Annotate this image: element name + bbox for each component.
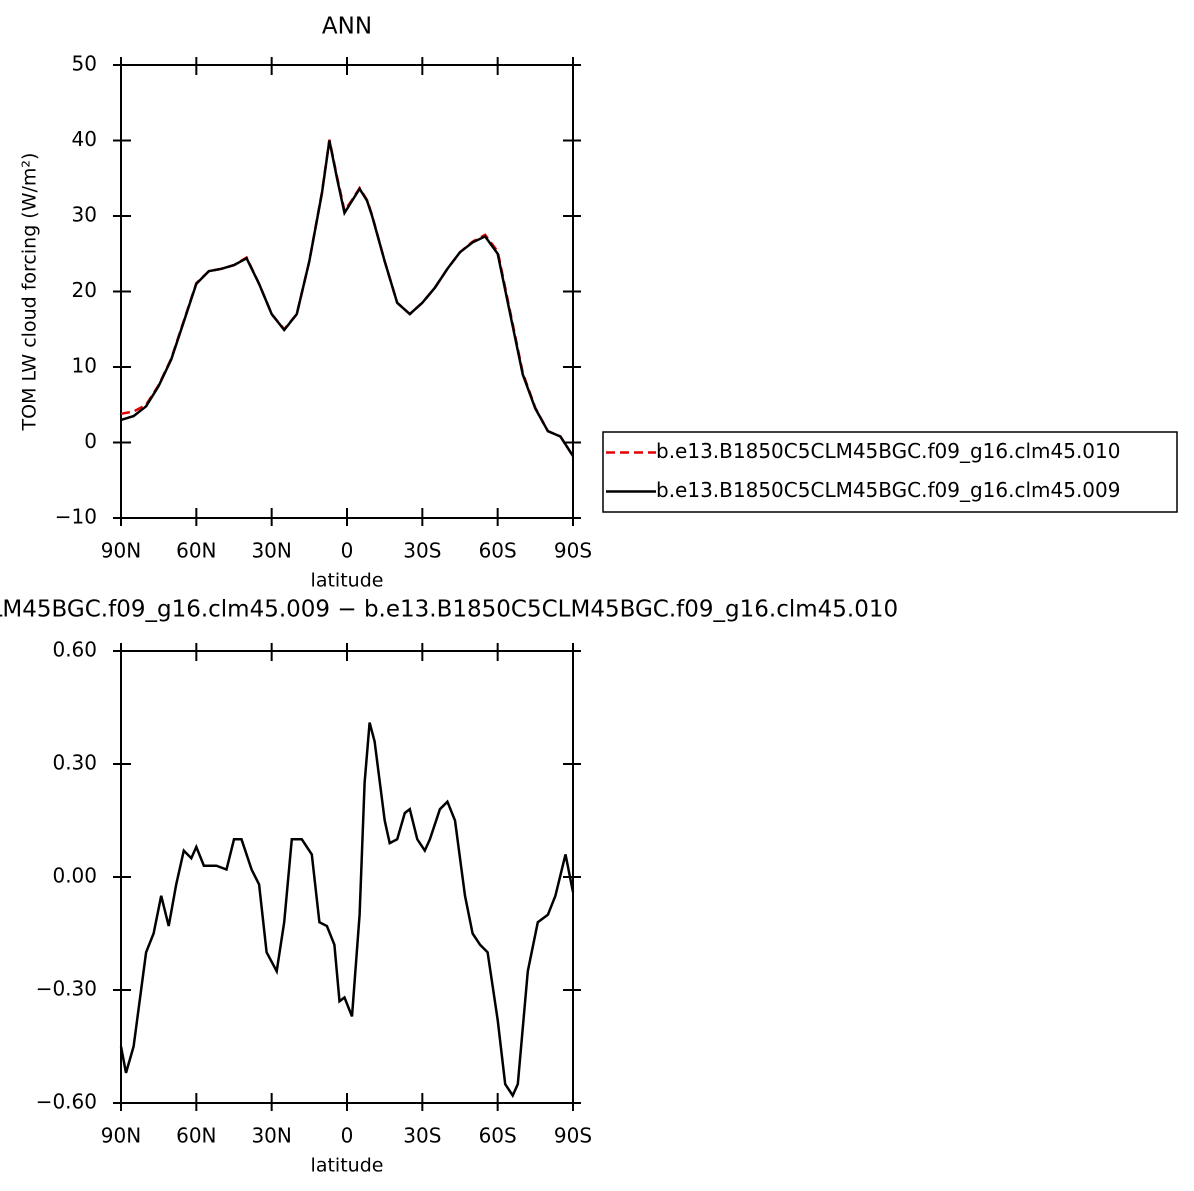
y-tick-label: 0 xyxy=(84,429,97,453)
x-tick-label: 30N xyxy=(251,1124,291,1148)
x-tick-label: 90S xyxy=(554,1124,592,1148)
y-tick-label: 20 xyxy=(72,278,97,302)
data-line xyxy=(120,140,575,457)
legend-label: b.e13.B1850C5CLM45BGC.f09_g16.clm45.009 xyxy=(656,478,1120,502)
x-tick-label: 30S xyxy=(403,539,441,563)
data-line xyxy=(119,722,575,1099)
x-tick-label: 60S xyxy=(479,1124,517,1148)
y-tick-label: 0.00 xyxy=(52,864,97,888)
x-tick-label: 90N xyxy=(101,539,141,563)
y-tick-label: 0.60 xyxy=(52,638,97,662)
y-tick-label: 0.30 xyxy=(52,751,97,775)
chart-title: b.e13.B1850C5CLM45BGC.f09_g16.clm45.009 … xyxy=(0,597,898,623)
x-axis-label: latitude xyxy=(311,570,384,592)
y-tick-label: 10 xyxy=(72,354,97,378)
y-tick-label: 40 xyxy=(72,127,97,151)
x-tick-label: 90N xyxy=(101,1124,141,1148)
x-tick-label: 90S xyxy=(554,539,592,563)
x-tick-label: 30S xyxy=(403,1124,441,1148)
y-tick-label: 50 xyxy=(72,52,97,76)
y-tick-label: −0.60 xyxy=(36,1090,97,1114)
x-tick-label: 30N xyxy=(251,539,291,563)
y-tick-label: −10 xyxy=(55,505,97,529)
x-tick-label: 0 xyxy=(341,1124,354,1148)
legend-box xyxy=(602,431,1178,513)
x-tick-label: 60N xyxy=(176,1124,216,1148)
x-tick-label: 0 xyxy=(341,539,354,563)
x-axis-label: latitude xyxy=(311,1155,384,1177)
data-line xyxy=(120,139,575,457)
y-axis-label: TOM LW cloud forcing (W/m²) xyxy=(19,153,41,432)
y-axis-label: TOM LW cloud forcing (W/m²) xyxy=(19,738,41,1017)
legend-label: b.e13.B1850C5CLM45BGC.f09_g16.clm45.010 xyxy=(656,439,1120,463)
y-tick-label: 30 xyxy=(72,203,97,227)
chart-title: ANN xyxy=(322,14,372,40)
x-tick-label: 60N xyxy=(176,539,216,563)
y-tick-label: −0.30 xyxy=(36,977,97,1001)
x-tick-label: 60S xyxy=(479,539,517,563)
plot-frame xyxy=(120,650,574,1104)
